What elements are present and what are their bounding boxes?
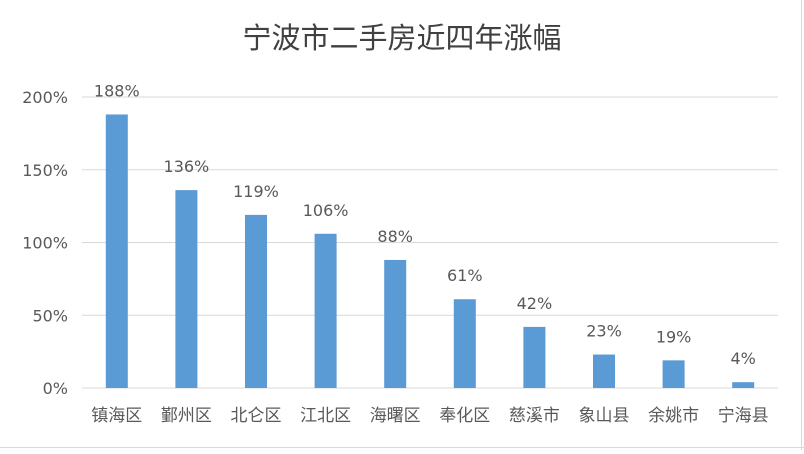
bar xyxy=(662,360,685,388)
bar xyxy=(384,259,407,388)
data-label: 4% xyxy=(731,349,756,368)
x-tick-label: 鄞州区 xyxy=(161,406,212,426)
bar xyxy=(175,190,198,388)
x-tick-label: 镇海区 xyxy=(91,406,142,426)
gridlines xyxy=(82,96,778,389)
bar xyxy=(314,233,337,388)
x-tick-label: 余姚市 xyxy=(648,406,699,426)
bar xyxy=(105,114,128,389)
data-label: 42% xyxy=(517,294,553,313)
y-tick-label: 200% xyxy=(22,88,68,107)
y-axis-tick-labels: 0% 50% 100% 150% 200% xyxy=(22,88,68,398)
data-label: 188% xyxy=(94,81,140,100)
data-label: 88% xyxy=(377,227,413,246)
y-tick-label: 50% xyxy=(32,306,68,325)
chart-title: 宁波市二手房近四年涨幅 xyxy=(242,21,561,55)
data-label: 19% xyxy=(656,327,692,346)
chart-border-right xyxy=(801,0,802,450)
data-label: 61% xyxy=(447,266,483,285)
data-label: 136% xyxy=(164,157,210,176)
data-labels: 188% 136% 119% 106% 88% 61% 42% 23% 19% 4% xyxy=(94,81,756,368)
x-tick-label: 宁海县 xyxy=(718,406,769,426)
bar xyxy=(732,382,755,388)
bar xyxy=(245,214,267,388)
x-tick-label: 象山县 xyxy=(579,406,630,426)
y-tick-label: 0% xyxy=(43,379,68,398)
x-tick-label: 北仑区 xyxy=(231,406,282,426)
chart-border-bottom xyxy=(0,447,804,448)
y-tick-label: 150% xyxy=(22,161,68,180)
bars xyxy=(105,114,755,389)
x-tick-label: 江北区 xyxy=(300,406,351,426)
x-tick-label: 慈溪市 xyxy=(509,406,560,426)
bar xyxy=(453,299,476,388)
x-tick-label: 奉化区 xyxy=(439,406,490,426)
data-label: 23% xyxy=(586,322,622,341)
data-label: 106% xyxy=(303,201,349,220)
x-tick-label: 海曙区 xyxy=(370,406,421,426)
x-axis-category-labels: 镇海区 鄞州区 北仑区 江北区 海曙区 奉化区 慈溪市 象山县 余姚市 宁海县 xyxy=(91,406,768,426)
y-tick-label: 100% xyxy=(22,234,68,253)
bar xyxy=(593,354,615,388)
bar xyxy=(523,326,546,388)
data-label: 119% xyxy=(233,182,279,201)
